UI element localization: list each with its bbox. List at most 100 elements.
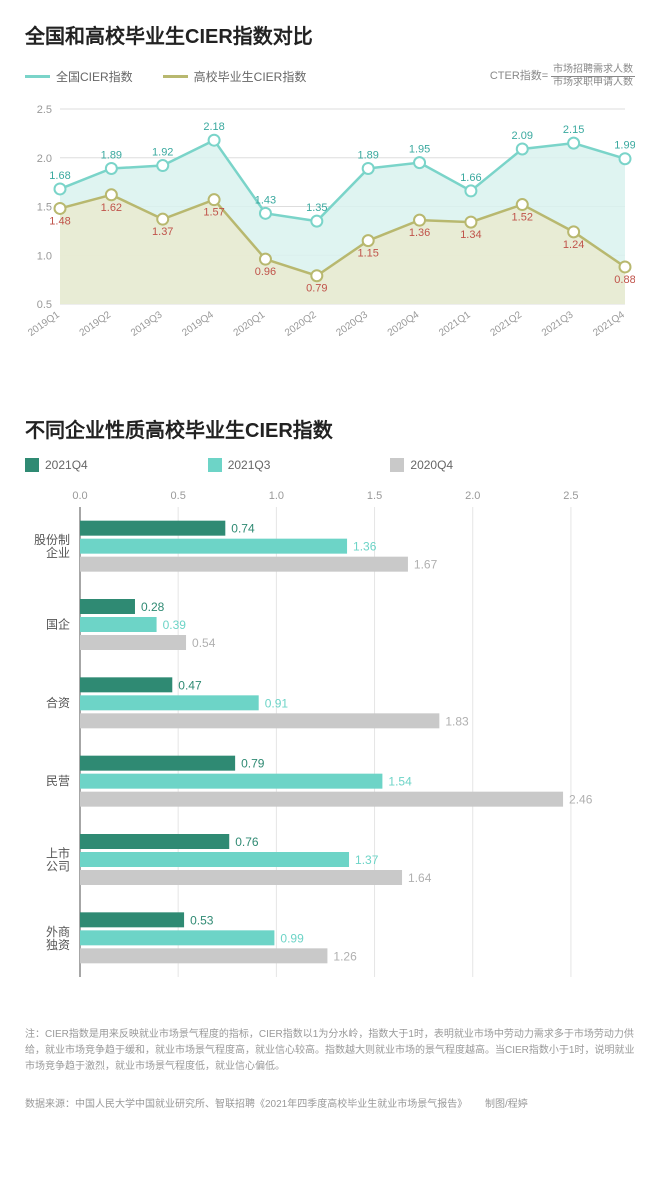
svg-text:1.67: 1.67 (414, 558, 438, 572)
footnote: 注：CIER指数是用来反映就业市场景气程度的指标，CIER指数以1为分水岭，指数… (25, 1027, 635, 1075)
svg-text:股份制: 股份制 (34, 533, 70, 547)
svg-text:1.57: 1.57 (203, 207, 224, 219)
svg-text:2.5: 2.5 (563, 490, 578, 502)
chart1-title: 全国和高校毕业生CIER指数对比 (25, 20, 635, 49)
svg-text:2019Q1: 2019Q1 (26, 309, 62, 339)
svg-text:2.5: 2.5 (37, 104, 52, 116)
svg-text:1.89: 1.89 (101, 149, 122, 161)
source-label: 数据来源： (25, 1099, 75, 1110)
svg-text:2021Q4: 2021Q4 (591, 309, 627, 339)
svg-text:2021Q1: 2021Q1 (437, 309, 473, 339)
svg-text:国企: 国企 (46, 617, 70, 632)
svg-text:0.39: 0.39 (163, 618, 187, 632)
svg-text:1.36: 1.36 (353, 540, 377, 554)
source: 数据来源：中国人民大学中国就业研究所、智联招聘《2021年四季度高校毕业生就业市… (25, 1095, 635, 1110)
legend-label: 高校毕业生CIER指数 (194, 68, 307, 85)
legend-national: 全国CIER指数 (25, 68, 133, 85)
svg-text:0.5: 0.5 (171, 490, 186, 502)
source-text: 中国人民大学中国就业研究所、智联招聘《2021年四季度高校毕业生就业市场景气报告… (75, 1099, 467, 1110)
svg-text:1.35: 1.35 (306, 202, 327, 214)
legend-box (390, 458, 404, 472)
svg-text:独资: 独资 (46, 938, 70, 952)
svg-text:1.99: 1.99 (614, 140, 635, 152)
formula-label: CTER指数= (490, 70, 548, 82)
legend-graduate: 高校毕业生CIER指数 (163, 68, 307, 85)
svg-text:1.64: 1.64 (408, 871, 432, 885)
svg-text:合资: 合资 (46, 695, 70, 710)
svg-text:1.37: 1.37 (152, 226, 173, 238)
svg-text:1.54: 1.54 (388, 775, 412, 789)
svg-text:0.79: 0.79 (306, 283, 327, 295)
svg-text:1.48: 1.48 (49, 215, 70, 227)
svg-text:1.62: 1.62 (101, 202, 122, 214)
formula: CTER指数= 市场招聘需求人数 市场求职申请人数 (490, 64, 635, 89)
svg-text:0.74: 0.74 (231, 522, 255, 536)
svg-text:1.24: 1.24 (563, 239, 584, 251)
legend-swatch (25, 75, 50, 78)
svg-text:2.09: 2.09 (512, 130, 533, 142)
legend-box (25, 458, 39, 472)
svg-text:2.18: 2.18 (203, 121, 224, 133)
legend-q4-2021: 2021Q4 (25, 458, 88, 472)
svg-text:1.15: 1.15 (357, 248, 378, 260)
svg-text:1.36: 1.36 (409, 227, 430, 239)
bar-chart: 0.00.51.01.52.02.5股份制企业0.741.361.67国企0.2… (25, 482, 635, 997)
svg-text:1.89: 1.89 (357, 149, 378, 161)
svg-text:1.52: 1.52 (512, 212, 533, 224)
svg-text:1.43: 1.43 (255, 194, 276, 206)
svg-text:0.99: 0.99 (280, 931, 304, 945)
svg-text:1.0: 1.0 (37, 250, 52, 262)
svg-text:0.0: 0.0 (72, 490, 87, 502)
svg-text:2020Q1: 2020Q1 (232, 309, 268, 339)
svg-text:0.5: 0.5 (37, 299, 52, 311)
svg-text:1.95: 1.95 (409, 144, 430, 156)
chart2-title: 不同企业性质高校毕业生CIER指数 (25, 414, 635, 443)
legend-swatch (163, 75, 188, 78)
svg-text:1.83: 1.83 (445, 714, 469, 728)
svg-text:2.46: 2.46 (569, 793, 593, 807)
svg-text:上市: 上市 (46, 846, 70, 861)
svg-text:企业: 企业 (46, 545, 70, 560)
svg-text:2019Q4: 2019Q4 (180, 309, 216, 339)
svg-text:0.96: 0.96 (255, 266, 276, 278)
svg-text:2021Q3: 2021Q3 (540, 309, 576, 339)
line-chart-svg: 0.5 1.0 1.5 2.0 2.5 1.68 1.89 1.92 2.18 1.43 1.35 1… (25, 99, 635, 349)
bar-chart-svg: 0.00.51.01.52.02.5股份制企业0.741.361.67国企0.2… (25, 482, 635, 992)
legend-q3-2021: 2021Q3 (208, 458, 271, 472)
svg-text:1.0: 1.0 (269, 490, 284, 502)
svg-text:1.26: 1.26 (333, 949, 357, 963)
footnote-text: CIER指数是用来反映就业市场景气程度的指标，CIER指数以1为分水岭，指数大于… (25, 1029, 634, 1072)
svg-text:0.54: 0.54 (192, 636, 216, 650)
svg-text:1.66: 1.66 (460, 172, 481, 184)
svg-text:1.92: 1.92 (152, 147, 173, 159)
chart1-legend: 全国CIER指数 高校毕业生CIER指数 CTER指数= 市场招聘需求人数 市场… (25, 64, 635, 89)
legend-label: 2020Q4 (410, 458, 453, 472)
legend-box (208, 458, 222, 472)
svg-text:2019Q2: 2019Q2 (78, 309, 114, 339)
line-chart: 0.5 1.0 1.5 2.0 2.5 1.68 1.89 1.92 2.18 1.43 1.35 1… (25, 99, 635, 354)
svg-text:0.47: 0.47 (178, 678, 202, 692)
formula-denominator: 市场求职申请人数 (551, 77, 635, 89)
svg-text:1.5: 1.5 (37, 202, 52, 214)
svg-text:外商: 外商 (46, 924, 70, 939)
svg-text:1.68: 1.68 (49, 170, 70, 182)
legend-label: 2021Q3 (228, 458, 271, 472)
svg-text:2020Q4: 2020Q4 (386, 309, 422, 339)
svg-text:1.37: 1.37 (355, 853, 379, 867)
svg-text:0.53: 0.53 (190, 913, 214, 927)
legend-q4-2020: 2020Q4 (390, 458, 453, 472)
svg-text:0.76: 0.76 (235, 835, 259, 849)
chart2-legend: 2021Q4 2021Q3 2020Q4 (25, 458, 635, 472)
legend-label: 全国CIER指数 (56, 68, 133, 85)
svg-text:2019Q3: 2019Q3 (129, 309, 165, 339)
svg-text:2020Q2: 2020Q2 (283, 309, 319, 339)
legend-label: 2021Q4 (45, 458, 88, 472)
svg-text:民营: 民营 (46, 774, 70, 788)
svg-text:2.0: 2.0 (37, 153, 52, 165)
svg-text:0.28: 0.28 (141, 600, 165, 614)
formula-numerator: 市场招聘需求人数 (551, 64, 635, 77)
svg-text:1.34: 1.34 (460, 229, 481, 241)
svg-text:0.91: 0.91 (265, 696, 289, 710)
credit: 制图/程婷 (485, 1099, 528, 1110)
svg-text:2.15: 2.15 (563, 124, 584, 136)
